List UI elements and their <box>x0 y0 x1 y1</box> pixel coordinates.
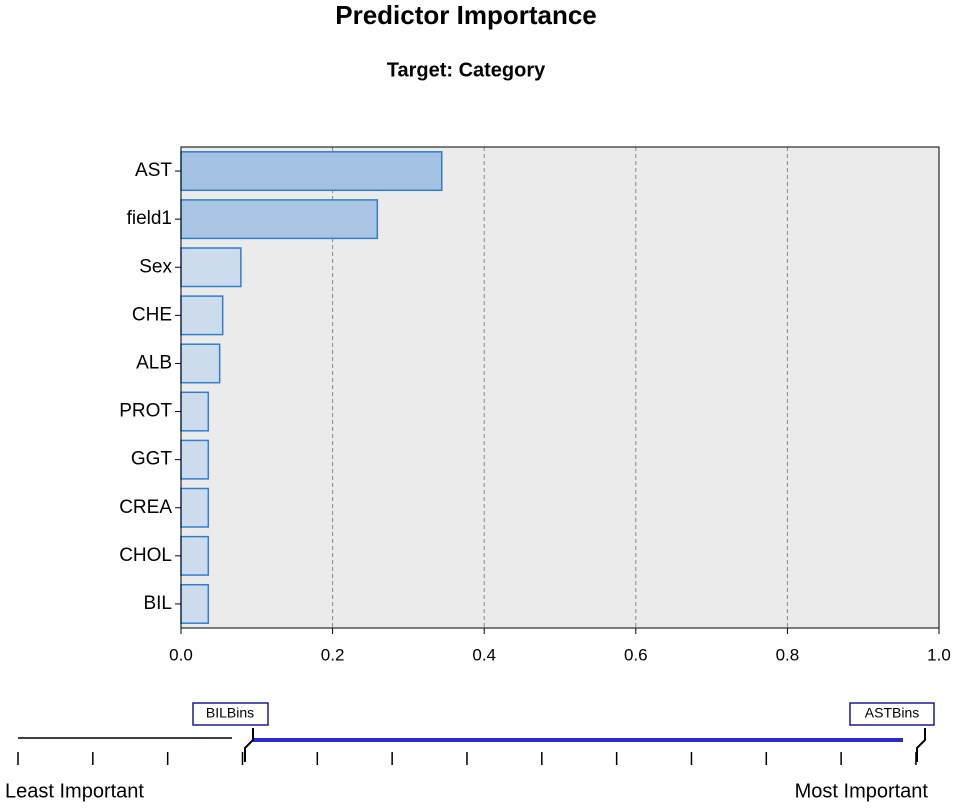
slider-handle-low[interactable] <box>244 728 254 762</box>
y-tick-label: field1 <box>127 208 172 229</box>
plot-frame <box>180 146 940 629</box>
y-tick-label: PROT <box>119 401 172 422</box>
slider-marker-box <box>192 702 269 726</box>
x-tick-label: 1.0 <box>927 645 951 664</box>
slider-right-text: Most Important <box>795 780 929 802</box>
x-tick-label: 0.6 <box>624 645 648 664</box>
y-tick-label: ALB <box>136 352 172 373</box>
x-tick-label: 0.0 <box>169 645 193 664</box>
bar <box>180 247 242 288</box>
plot <box>180 147 788 628</box>
y-tick-label: CHE <box>132 304 172 325</box>
bar <box>180 151 443 192</box>
bar <box>180 295 224 336</box>
slider-handle-high[interactable] <box>916 728 926 762</box>
importance-slider[interactable]: BILBins ASTBins <box>17 702 935 765</box>
x-tick-label: 0.2 <box>321 645 345 664</box>
slider-ticks <box>17 752 917 765</box>
y-tick-label: BIL <box>143 593 172 614</box>
bar <box>180 487 210 528</box>
slider-left-text: Least Important <box>5 780 144 802</box>
chart-title: Predictor Importance <box>335 0 597 30</box>
y-tick-label: CHOL <box>119 545 172 566</box>
slider-marker: BILBins <box>206 705 254 721</box>
chart-subtitle: Target: Category <box>387 59 546 81</box>
y-tick-label: GGT <box>131 449 173 470</box>
slider-marker: ASTBins <box>865 705 919 721</box>
x-tick-label: 0.4 <box>472 645 496 664</box>
bar <box>180 439 210 480</box>
bar <box>180 535 210 576</box>
bar <box>180 199 379 240</box>
y-tick-label: Sex <box>139 256 172 277</box>
bar <box>180 343 221 384</box>
bar <box>180 391 210 432</box>
bar <box>180 583 210 624</box>
x-tick-label: 0.8 <box>776 645 800 664</box>
y-tick-label: AST <box>135 160 172 181</box>
y-tick-label: CREA <box>119 497 172 518</box>
slider-marker-box <box>849 702 935 726</box>
